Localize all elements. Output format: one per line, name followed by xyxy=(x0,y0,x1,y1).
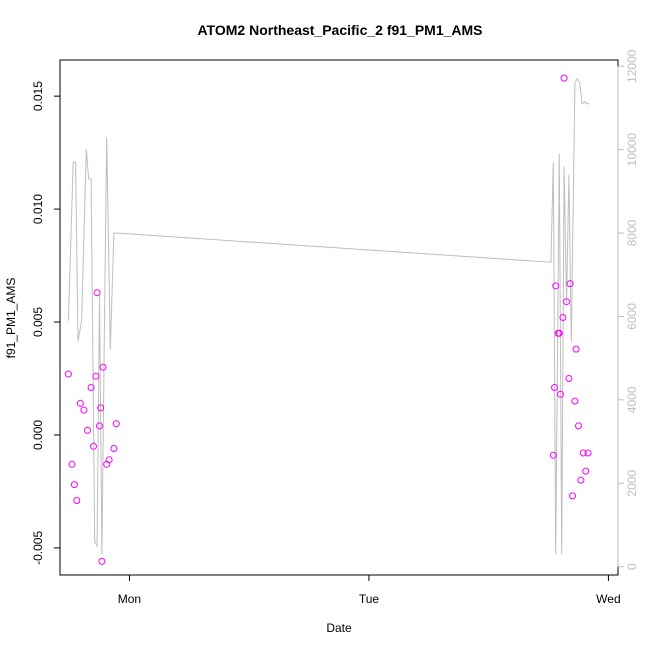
y2-tick-label: 10000 xyxy=(625,133,639,167)
y2-tick-label: 12000 xyxy=(625,49,639,83)
data-point xyxy=(571,397,579,405)
y2-axis: 0 2000 4000 6000 8000 10000 12000 xyxy=(617,49,639,570)
data-point xyxy=(64,370,72,378)
data-point xyxy=(559,314,567,321)
data-point xyxy=(565,375,573,382)
data-point xyxy=(575,422,582,430)
x-tick-label: Mon xyxy=(118,592,141,606)
data-point xyxy=(551,384,558,391)
data-point xyxy=(582,467,590,475)
data-point xyxy=(563,298,570,306)
y-tick-label: 0.015 xyxy=(31,81,45,111)
data-point xyxy=(84,426,91,434)
data-point xyxy=(90,442,97,450)
data-point xyxy=(99,363,107,371)
y2-tick-label: 6000 xyxy=(625,303,639,330)
data-point xyxy=(552,282,560,290)
data-point xyxy=(579,449,587,457)
data-point xyxy=(560,74,568,82)
data-point xyxy=(96,422,103,430)
line-series xyxy=(67,77,590,555)
y-axis: -0.005 0.000 0.005 0.010 0.015 xyxy=(31,81,61,565)
data-point xyxy=(92,372,100,380)
y2-tick-label: 8000 xyxy=(625,219,639,246)
data-point xyxy=(555,329,563,337)
y-tick-label: 0.010 xyxy=(31,194,45,224)
y2-tick-label: 2000 xyxy=(625,470,639,497)
data-point xyxy=(105,456,113,464)
data-point xyxy=(584,449,592,457)
data-point xyxy=(557,390,564,398)
x-axis: Mon Tue Wed xyxy=(118,574,621,606)
y-tick-label: 0.005 xyxy=(31,307,45,337)
series-line xyxy=(67,77,590,555)
data-point xyxy=(549,451,557,459)
x-tick-label: Tue xyxy=(359,592,380,606)
x-tick-label: Wed xyxy=(596,592,620,606)
data-point xyxy=(577,476,585,484)
data-point xyxy=(98,557,106,565)
x-axis-label: Date xyxy=(326,621,352,635)
data-point xyxy=(566,280,574,288)
data-point xyxy=(572,345,580,353)
data-point xyxy=(76,399,84,407)
data-point xyxy=(569,492,576,500)
data-point xyxy=(68,460,76,468)
y-axis-label: f91_PM1_AMS xyxy=(4,278,18,359)
y-tick-label: 0.000 xyxy=(31,420,45,450)
points-series xyxy=(64,74,592,565)
data-point xyxy=(73,497,81,504)
data-point xyxy=(112,420,120,428)
chart-title: ATOM2 Northeast_Pacific_2 f91_PM1_AMS xyxy=(197,22,482,38)
data-point xyxy=(70,481,78,489)
plot-area xyxy=(59,59,619,576)
data-point xyxy=(93,289,101,297)
data-point xyxy=(97,404,105,412)
y-tick-label: -0.005 xyxy=(31,531,45,565)
y2-tick-label: 0 xyxy=(625,563,639,570)
data-point xyxy=(87,384,95,391)
data-point xyxy=(110,445,118,452)
y2-tick-label: 4000 xyxy=(625,386,639,413)
data-point xyxy=(80,406,88,414)
